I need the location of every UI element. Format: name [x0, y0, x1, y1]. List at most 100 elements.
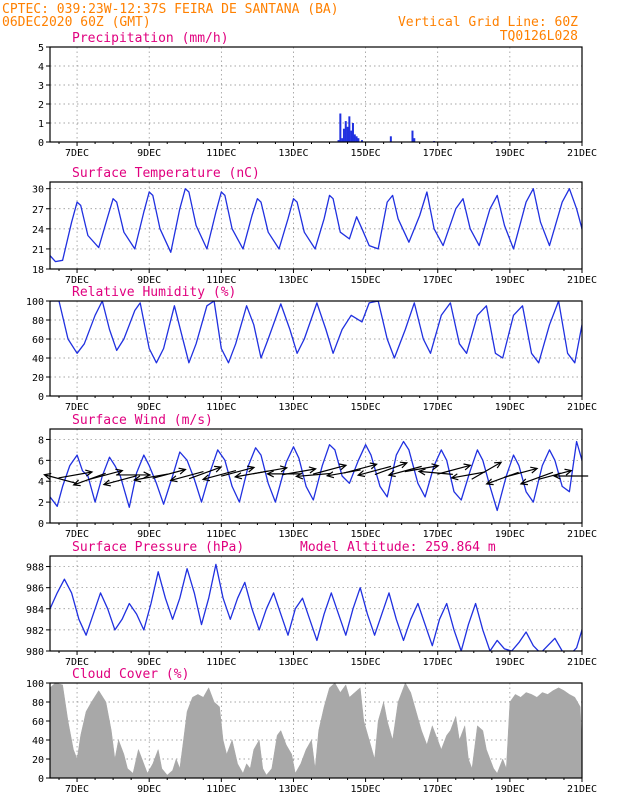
x-tick-label: 15DEC	[351, 529, 381, 540]
wind-vector	[451, 471, 486, 479]
y-tick-label: 6	[38, 456, 44, 467]
x-tick-label: 19DEC	[495, 402, 525, 413]
x-tick-label: 9DEC	[137, 657, 161, 668]
panel-frame	[49, 555, 583, 652]
cloud-area	[50, 683, 582, 778]
y-tick-label: 3	[38, 81, 44, 92]
precip-bar	[389, 136, 392, 142]
y-tick-label: 80	[32, 698, 44, 709]
y-tick-label: 24	[32, 225, 44, 236]
y-tick-label: 60	[32, 335, 44, 346]
x-tick-label: 7DEC	[65, 402, 89, 413]
wind-vector	[170, 471, 204, 481]
panel-title: Precipitation (mm/h)	[72, 31, 229, 46]
x-tick-label: 13DEC	[278, 148, 308, 159]
x-tick-label: 9DEC	[137, 784, 161, 795]
precip-bar	[341, 138, 344, 142]
x-tick-label: 19DEC	[495, 529, 525, 540]
wind-vector	[103, 475, 137, 486]
panel-3: Surface Wind (m/s) 0 2 4 6 8 7DEC 9DEC 11DEC 13DE…	[38, 413, 597, 540]
panel-title: Cloud Cover (%)	[72, 667, 189, 682]
x-tick-label: 9DEC	[137, 275, 161, 286]
precip-bar	[351, 123, 354, 142]
precip-bar	[344, 121, 347, 142]
precip-bar	[411, 130, 414, 142]
header-date: 06DEC2020 60Z (GMT)	[2, 15, 151, 30]
panel-note: Model Altitude: 259.864 m	[300, 540, 496, 555]
y-tick-label: 1	[38, 119, 44, 130]
y-tick-label: 4	[38, 62, 44, 73]
wind-arrowhead	[369, 462, 378, 470]
header-grid-note: Vertical Grid Line: 60Z	[398, 15, 578, 30]
y-tick-label: 0	[38, 138, 44, 149]
x-tick-label: 7DEC	[65, 784, 89, 795]
y-tick-label: 20	[32, 373, 44, 384]
x-tick-label: 11DEC	[206, 275, 236, 286]
x-tick-label: 13DEC	[278, 784, 308, 795]
wind-arrowhead	[143, 471, 152, 479]
precip-bar	[355, 136, 358, 142]
y-tick-label: 20	[32, 755, 44, 766]
wind-arrowhead	[308, 466, 317, 474]
wind-arrowhead	[115, 468, 124, 476]
x-tick-label: 9DEC	[137, 148, 161, 159]
x-tick-label: 21DEC	[567, 784, 597, 795]
x-tick-label: 11DEC	[206, 784, 236, 795]
wind-vector	[296, 472, 331, 478]
x-tick-label: 15DEC	[351, 784, 381, 795]
x-tick-label: 13DEC	[278, 402, 308, 413]
panel-4: Surface Pressure (hPa) Model Altitude: 25…	[26, 540, 597, 668]
x-tick-label: 11DEC	[206, 402, 236, 413]
precip-bar	[350, 130, 353, 142]
x-tick-label: 13DEC	[278, 657, 308, 668]
wind-vector	[437, 464, 471, 475]
x-tick-label: 19DEC	[495, 148, 525, 159]
x-tick-label: 21DEC	[567, 529, 597, 540]
wind-vector	[404, 465, 439, 473]
wind-arrowhead	[564, 468, 573, 476]
x-tick-label: 19DEC	[495, 275, 525, 286]
wind-arrowhead	[85, 469, 94, 477]
y-tick-label: 986	[26, 584, 44, 595]
wind-arrowhead	[530, 466, 539, 474]
x-tick-label: 9DEC	[137, 529, 161, 540]
y-tick-label: 18	[32, 265, 44, 276]
panel-1: Surface Temperature (nC) 18 21 24 27 30 7DEC 9D…	[32, 166, 597, 286]
wind-arrowhead	[519, 478, 528, 486]
y-tick-label: 60	[32, 717, 44, 728]
wind-arrowhead	[431, 463, 440, 471]
wind-arrowhead	[387, 470, 396, 478]
panel-0: Precipitation (mm/h) 0 1 2 3 4 5 7DEC 9DEC 11DEC 1…	[38, 31, 597, 159]
precip-bar	[357, 138, 360, 142]
y-tick-label: 980	[26, 647, 44, 658]
x-tick-label: 7DEC	[65, 657, 89, 668]
wind-arrowhead	[233, 472, 243, 480]
wind-arrowhead	[325, 471, 335, 479]
x-tick-label: 21DEC	[567, 402, 597, 413]
panel-2: Relative Humidity (%) 0 20 40 60 80 100 7DEC 9DE…	[26, 285, 597, 413]
wind-vector	[374, 462, 408, 476]
wind-arrowhead	[356, 470, 366, 478]
panel-frame	[49, 181, 583, 270]
panels: Precipitation (mm/h) 0 1 2 3 4 5 7DEC 9DEC 11DEC 1…	[26, 31, 597, 795]
panel-frame	[49, 682, 583, 779]
x-tick-label: 21DEC	[567, 275, 597, 286]
y-tick-label: 80	[32, 316, 44, 327]
precip-bar	[337, 140, 340, 142]
x-tick-label: 7DEC	[65, 529, 89, 540]
y-tick-label: 2	[38, 498, 44, 509]
wind-arrowhead	[450, 473, 459, 481]
panel-title: Surface Wind (m/s)	[72, 413, 213, 428]
wind-vector	[188, 466, 222, 480]
wind-arrowhead	[485, 478, 494, 486]
wind-arrowhead	[214, 465, 223, 473]
y-tick-label: 8	[38, 435, 44, 446]
panel-title: Relative Humidity (%)	[72, 285, 236, 300]
y-tick-label: 982	[26, 626, 44, 637]
y-tick-label: 40	[32, 736, 44, 747]
x-tick-label: 11DEC	[206, 657, 236, 668]
x-tick-label: 7DEC	[65, 275, 89, 286]
series-line	[50, 563, 582, 651]
x-tick-label: 17DEC	[423, 148, 453, 159]
wind-vector	[471, 461, 502, 480]
